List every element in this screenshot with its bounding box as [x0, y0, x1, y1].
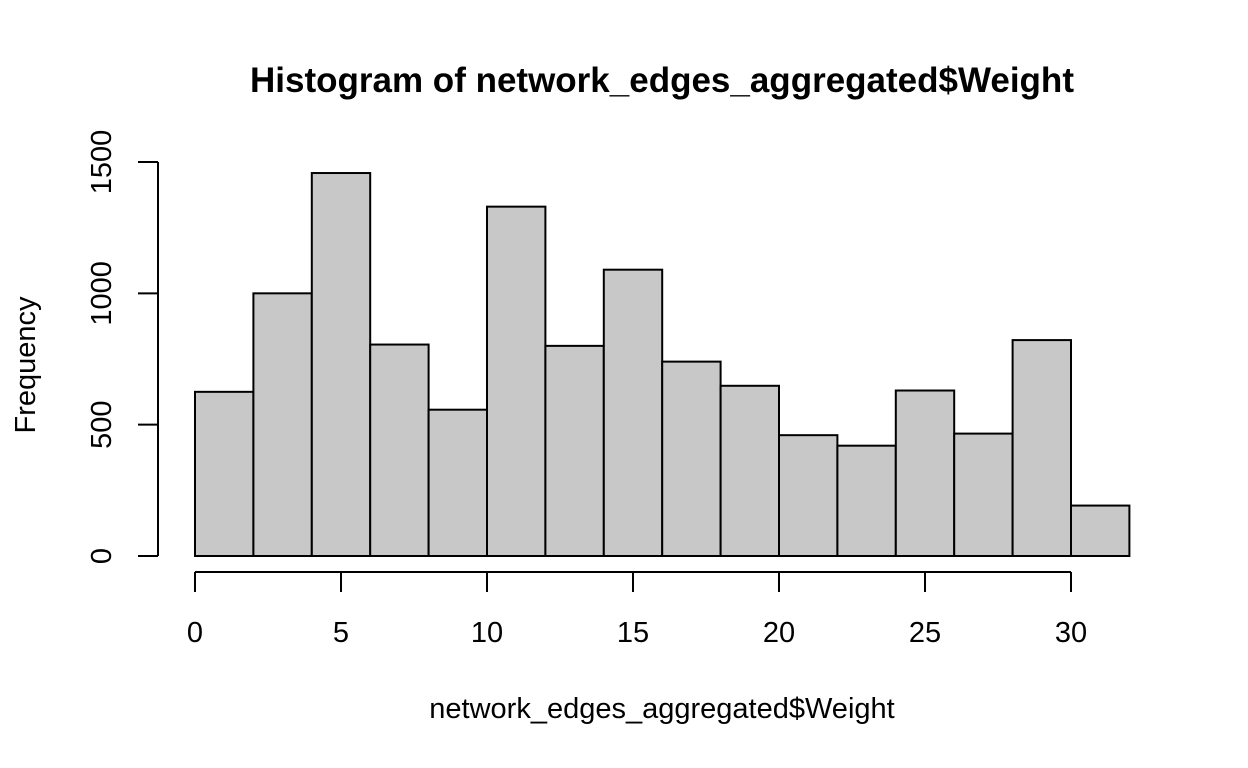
- histogram-bar: [1070, 504, 1131, 557]
- histogram-bar: [602, 268, 664, 557]
- histogram-bar: [486, 205, 547, 558]
- histogram-bar: [1011, 339, 1072, 558]
- x-tick-label: 30: [1055, 617, 1087, 649]
- y-axis: 0 500 1000 1500: [86, 130, 159, 564]
- histogram-bar: [369, 343, 430, 558]
- x-tick-label: 0: [187, 617, 203, 649]
- y-tick-label: 1500: [86, 130, 118, 195]
- histogram-bar: [194, 390, 255, 558]
- histogram-bar: [427, 408, 489, 557]
- histogram-bar: [836, 444, 897, 557]
- y-tick-label: 500: [86, 400, 118, 448]
- histogram-bar: [953, 432, 1014, 557]
- x-tick-label: 25: [909, 617, 941, 649]
- y-tick-label: 1000: [86, 261, 118, 326]
- bars-group: [194, 172, 1131, 558]
- x-tick-label: 20: [763, 617, 795, 649]
- histogram-bar: [544, 344, 605, 557]
- histogram-bar: [661, 360, 722, 558]
- x-tick-label: 10: [471, 617, 503, 649]
- y-tick-label: 0: [86, 548, 118, 564]
- histogram-bar: [252, 292, 313, 557]
- chart-title: Histogram of network_edges_aggregated$We…: [250, 61, 1074, 100]
- x-tick-label: 15: [617, 617, 649, 649]
- y-axis-label: Frequency: [10, 296, 42, 434]
- histogram-bar: [719, 384, 780, 557]
- x-tick-label: 5: [333, 617, 349, 649]
- x-axis-label: network_edges_aggregated$Weight: [429, 693, 894, 725]
- x-axis: 0 5 10 15 20 25 30: [187, 571, 1087, 649]
- histogram-bar: [310, 172, 372, 557]
- histogram-bar: [778, 434, 839, 558]
- histogram-bar: [894, 389, 956, 557]
